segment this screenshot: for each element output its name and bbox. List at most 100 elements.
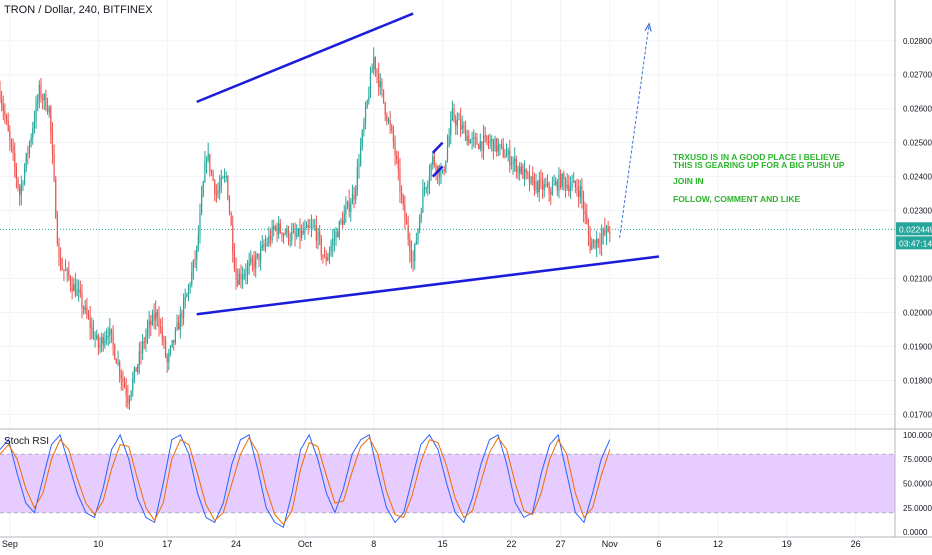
candle-down (502, 145, 504, 158)
candle-up (330, 245, 332, 252)
stoch-rsi-lines (0, 433, 611, 529)
candle-down (384, 102, 386, 115)
candle-down (597, 239, 599, 244)
candle-down (433, 156, 435, 166)
trendline-lower[interactable] (196, 255, 660, 316)
candle-up (291, 232, 293, 240)
projection-arrow-line[interactable] (619, 23, 650, 238)
candle-up (35, 103, 37, 122)
candle-down (412, 260, 414, 262)
candle-down (576, 187, 578, 191)
candle-up (105, 336, 108, 340)
candle-down (404, 204, 406, 220)
candle-up (296, 235, 298, 237)
projection-arrow-head (644, 22, 652, 32)
candle-down (582, 198, 585, 212)
candle-up (366, 100, 368, 107)
candle-down (287, 228, 290, 241)
candle-up (432, 156, 434, 165)
candle-up (373, 57, 375, 70)
candle-up (517, 166, 519, 173)
candle-up (361, 131, 363, 147)
candle-down (533, 178, 535, 191)
candle-down (273, 226, 275, 229)
candle-up (151, 313, 154, 325)
candle-down (545, 184, 547, 186)
candle-down (40, 84, 42, 99)
candle-up (248, 262, 250, 266)
candle-up (28, 142, 31, 154)
candle-down (319, 231, 321, 238)
candle-down (478, 144, 480, 150)
candle-down (232, 225, 234, 253)
candle-down (10, 139, 13, 147)
candle-up (260, 248, 262, 261)
candle-down (92, 327, 95, 339)
candle-down (476, 137, 478, 145)
time-tick-label: 6 (656, 539, 661, 549)
candle-up (261, 244, 263, 249)
candle-up (363, 122, 365, 132)
candle-down (9, 130, 11, 140)
candle-down (74, 283, 77, 296)
candle-up (309, 227, 311, 229)
candle-down (4, 111, 6, 117)
stoch-rsi-d-line (0, 436, 611, 526)
trendline-upper[interactable] (196, 12, 414, 104)
candle-down (27, 153, 29, 155)
candle-down (161, 327, 163, 339)
candle-up (510, 163, 513, 166)
candle-up (558, 174, 560, 191)
candle-down (81, 292, 83, 308)
candle-down (19, 187, 21, 195)
candle-up (25, 153, 27, 169)
candle-down (89, 317, 91, 329)
candle-down (160, 327, 162, 329)
candle-up (137, 364, 139, 372)
countdown-label: 03:47:14 (899, 238, 932, 248)
candle-up (605, 226, 608, 234)
candle-down (122, 378, 124, 382)
candle-down (463, 125, 465, 128)
candle-down (353, 194, 355, 200)
candle-down (519, 166, 521, 174)
candle-up (220, 178, 222, 187)
candle-up (32, 128, 34, 138)
candle-up (48, 106, 50, 113)
candle-down (119, 361, 121, 375)
candle-up (148, 320, 150, 327)
stoch-rsi-k-line (0, 433, 611, 529)
rsi-tick-label: 75.0000 (903, 455, 932, 464)
candle-down (294, 231, 296, 236)
candle-down (240, 273, 242, 280)
candle-down (322, 254, 324, 257)
rsi-tick-label: 100.0000 (903, 431, 932, 440)
candle-down (389, 119, 391, 126)
candle-up (538, 179, 540, 193)
candle-down (56, 218, 58, 244)
candle-up (592, 239, 594, 244)
candle-up (543, 184, 545, 190)
candle-down (68, 269, 70, 278)
candle-up (566, 184, 568, 188)
candle-down (307, 224, 309, 228)
candle-down (604, 229, 606, 234)
trendline-short-1[interactable] (431, 141, 444, 154)
candle-up (182, 299, 185, 319)
candle-up (145, 335, 147, 344)
candle-up (368, 96, 370, 101)
annotation-line: JOIN IN (673, 176, 704, 186)
candle-up (340, 220, 342, 222)
candle-up (130, 391, 132, 398)
candle-up (551, 185, 554, 195)
candle-down (487, 140, 490, 144)
current-price-tag (896, 222, 932, 236)
trendline-short-2[interactable] (431, 165, 444, 178)
candle-up (301, 230, 303, 239)
candle-down (209, 153, 211, 172)
candle-up (217, 190, 219, 195)
candle-down (215, 193, 217, 195)
